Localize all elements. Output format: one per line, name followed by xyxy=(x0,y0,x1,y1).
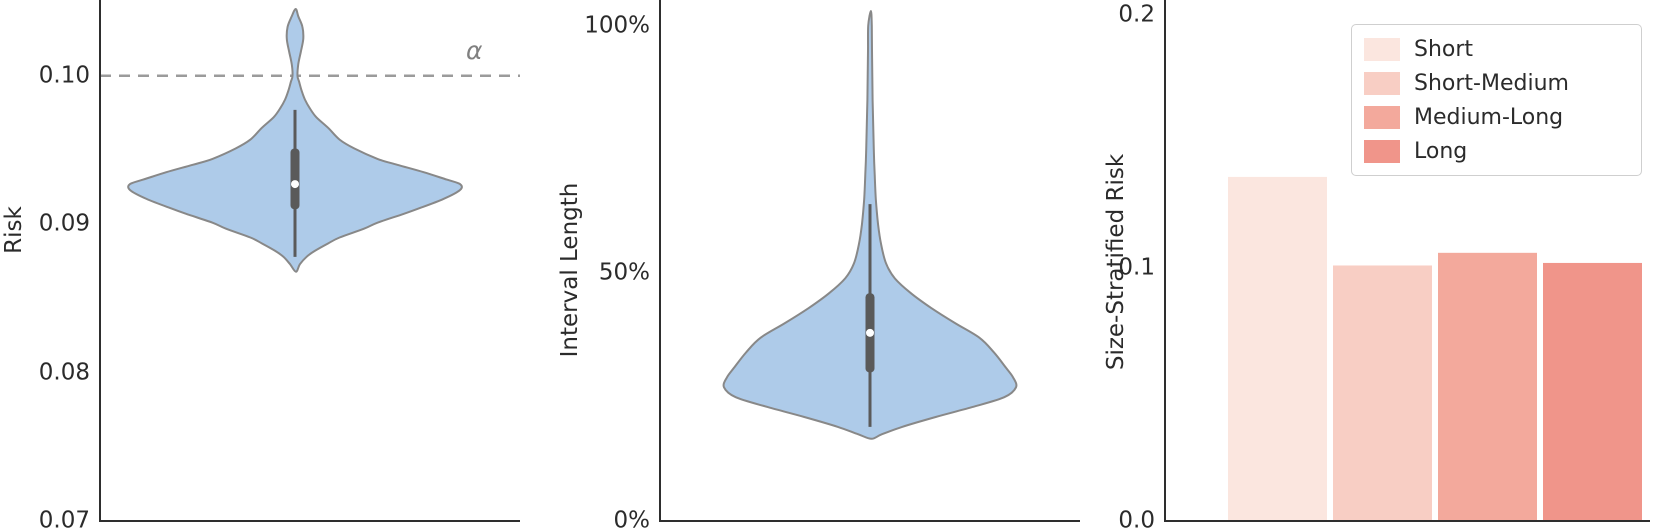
legend-label: Long xyxy=(1414,138,1468,164)
legend-item-short: Short xyxy=(1364,33,1629,65)
legend-item-medium-long: Medium-Long xyxy=(1364,101,1629,133)
y-tick-label-risk: 0.09 xyxy=(38,210,90,237)
y-tick-label-risk: 0.07 xyxy=(38,507,90,532)
bar-long xyxy=(1543,262,1642,521)
y-tick-label-interval-length: 0% xyxy=(613,507,651,532)
legend-swatch-short-medium xyxy=(1364,71,1400,95)
bar-medium-long xyxy=(1438,252,1537,521)
y-tick-label-risk: 0.10 xyxy=(38,62,90,89)
bar-short xyxy=(1228,176,1327,522)
y-tick-label-risk: 0.08 xyxy=(38,359,90,386)
legend-label: Short-Medium xyxy=(1414,70,1569,96)
y-tick-label-interval-length: 50% xyxy=(598,259,650,286)
legend-item-short-medium: Short-Medium xyxy=(1364,67,1629,99)
risk-iqr-box xyxy=(290,148,300,210)
y-tick-label-size-stratified-risk: 0.2 xyxy=(1118,1,1155,28)
y-tick-label-interval-length: 100% xyxy=(584,12,650,39)
interval-length-median-dot xyxy=(866,328,874,337)
legend-label: Medium-Long xyxy=(1414,104,1564,130)
legend-label: Short xyxy=(1414,36,1474,62)
legend-swatch-medium-long xyxy=(1364,105,1400,129)
legend-swatch-long xyxy=(1364,139,1400,163)
alpha-reference-label: α xyxy=(466,36,483,65)
risk-median-dot xyxy=(291,180,299,189)
y-tick-label-size-stratified-risk: 0.0 xyxy=(1118,507,1155,532)
bar-short-medium xyxy=(1333,265,1432,521)
legend-item-long: Long xyxy=(1364,135,1629,167)
legend: Short Short-Medium Medium-Long Long xyxy=(1351,24,1642,176)
legend-swatch-short xyxy=(1364,37,1400,61)
y-tick-label-size-stratified-risk: 0.1 xyxy=(1118,254,1155,281)
